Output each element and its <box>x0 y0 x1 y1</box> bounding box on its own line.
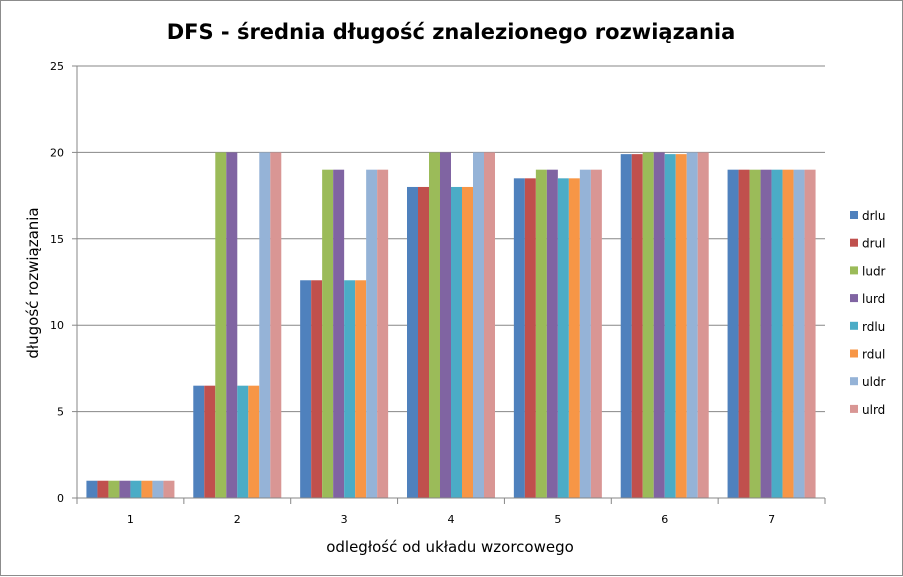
bar-rdlu-6 <box>664 154 676 499</box>
chart-title: DFS - średnia długość znalezionego rozwi… <box>167 20 736 44</box>
legend-label-ludr: ludr <box>862 264 886 278</box>
bar-rdul-2 <box>248 385 260 498</box>
legend-swatch-drlu <box>850 211 858 219</box>
bar-lurd-3 <box>333 169 345 498</box>
y-tick-label: 5 <box>57 406 64 419</box>
bar-uldr-3 <box>366 169 378 498</box>
bar-ulrd-7 <box>804 169 816 498</box>
y-tick-label: 10 <box>50 319 64 332</box>
legend-swatch-ulrd <box>850 404 858 413</box>
legend-label-rdul: rdul <box>862 348 885 362</box>
bar-rdlu-7 <box>771 169 783 498</box>
y-tick-label: 20 <box>50 146 64 159</box>
bar-drul-6 <box>631 154 643 499</box>
bar-drul-3 <box>311 280 323 498</box>
legend-swatch-rdlu <box>850 321 858 330</box>
bar-ulrd-6 <box>697 152 709 498</box>
bar-ludr-6 <box>642 152 654 498</box>
bar-drlu-6 <box>620 154 632 499</box>
legend-swatch-uldr <box>850 377 858 386</box>
bar-ludr-4 <box>429 152 440 498</box>
bar-drul-2 <box>204 385 216 498</box>
axes <box>72 65 826 504</box>
bar-uldr-4 <box>473 152 484 498</box>
bar-drul-7 <box>738 169 750 498</box>
y-tick-label: 0 <box>57 492 64 505</box>
bar-uldr-6 <box>686 152 698 498</box>
bar-drul-5 <box>524 178 536 498</box>
bar-uldr-2 <box>259 152 271 498</box>
y-tick-label: 25 <box>50 60 64 73</box>
bar-rdul-3 <box>355 280 367 498</box>
x-axis-label: odległość od układu wzorcowego <box>326 538 574 556</box>
x-tick-label: 2 <box>234 513 241 526</box>
y-tick-label: 15 <box>50 233 64 246</box>
bar-drlu-4 <box>407 186 418 498</box>
bar-drlu-2 <box>193 385 205 498</box>
y-axis-label: długość rozwiązania <box>24 207 42 358</box>
bar-ludr-3 <box>322 169 334 498</box>
bars <box>86 152 816 499</box>
bar-lurd-2 <box>226 152 238 498</box>
bar-ulrd-5 <box>590 169 602 498</box>
tick-labels: 0 5 10 15 20 25 1 2 3 4 5 6 7 <box>50 60 775 526</box>
bar-rdul-4 <box>462 186 473 498</box>
x-tick-label: 3 <box>341 513 348 526</box>
bar-ulrd-2 <box>270 152 282 498</box>
bar-drlu-3 <box>300 280 312 498</box>
bar-uldr-7 <box>793 169 805 498</box>
bar-drlu-5 <box>513 178 525 498</box>
bar-rdlu-2 <box>237 385 249 498</box>
bar-ludr-5 <box>535 169 547 498</box>
bar-ulrd-3 <box>377 169 389 498</box>
bar-lurd-4 <box>440 152 451 498</box>
bar-uldr-1 <box>152 480 164 498</box>
bar-ulrd-1 <box>163 480 175 498</box>
bar-rdul-1 <box>141 480 153 498</box>
x-tick-label: 4 <box>448 513 455 526</box>
legend-label-drul: drul <box>862 237 886 251</box>
legend-label-rdlu: rdlu <box>862 320 885 334</box>
bar-rdlu-4 <box>451 186 462 498</box>
legend-swatch-rdul <box>850 349 858 358</box>
x-tick-label: 6 <box>661 513 668 526</box>
legend-label-drlu: drlu <box>862 209 886 223</box>
legend-label-ulrd: ulrd <box>862 403 885 417</box>
bar-ludr-2 <box>215 152 227 498</box>
bar-lurd-1 <box>119 480 131 498</box>
bar-uldr-5 <box>579 169 591 498</box>
legend-label-uldr: uldr <box>862 375 886 389</box>
bar-rdlu-1 <box>130 480 142 498</box>
bar-lurd-5 <box>546 169 558 498</box>
legend-swatch-lurd <box>850 294 858 303</box>
bar-drlu-7 <box>727 169 739 498</box>
bar-ludr-7 <box>749 169 761 498</box>
x-tick-label: 1 <box>127 513 134 526</box>
x-tick-label: 7 <box>768 513 775 526</box>
legend: drlu drul ludr lurd rdlu rdul uldr ulrd <box>850 209 886 417</box>
bar-lurd-7 <box>760 169 772 498</box>
legend-label-lurd: lurd <box>862 292 885 306</box>
legend-swatch-drul <box>850 238 858 247</box>
bar-drlu-1 <box>86 480 98 498</box>
bar-ulrd-4 <box>484 152 495 498</box>
bar-drul-1 <box>97 480 109 498</box>
bar-lurd-6 <box>653 152 665 498</box>
bar-rdul-5 <box>568 178 580 498</box>
bar-rdul-7 <box>782 169 794 498</box>
x-tick-label: 5 <box>554 513 561 526</box>
bar-rdlu-3 <box>344 280 356 498</box>
bar-rdlu-5 <box>557 178 569 498</box>
bar-ludr-1 <box>108 480 120 498</box>
legend-swatch-ludr <box>850 266 858 275</box>
bar-rdul-6 <box>675 154 687 499</box>
bar-drul-4 <box>418 186 429 498</box>
